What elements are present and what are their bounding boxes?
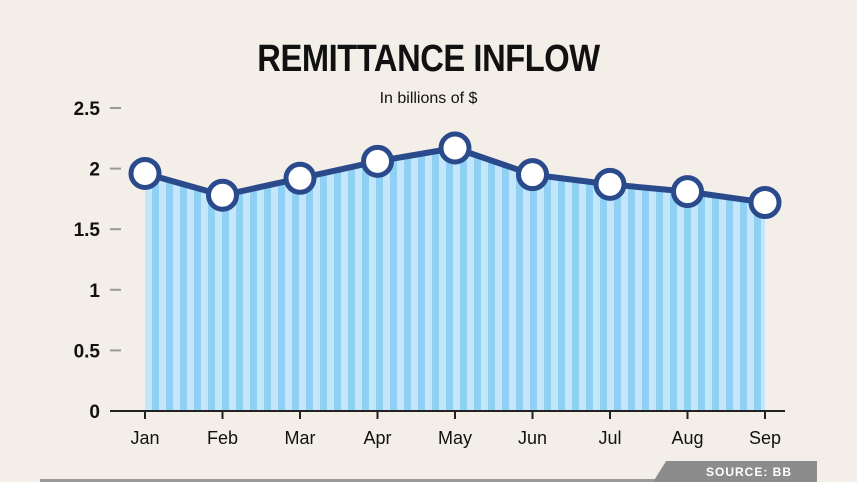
y-tick-label: 1 — [89, 281, 100, 302]
x-tick-label: Apr — [363, 428, 391, 448]
x-tick-label: Feb — [207, 428, 238, 448]
x-tick-label: Jul — [598, 428, 621, 448]
data-point-apr — [361, 144, 394, 178]
data-point-jun — [516, 158, 549, 192]
data-point-jul — [593, 167, 627, 201]
y-tick-label: 2 — [89, 160, 100, 181]
x-tick-label: Jun — [518, 428, 547, 448]
data-point-jan — [128, 156, 162, 190]
x-tick-label: Mar — [285, 428, 316, 448]
data-point-aug — [671, 175, 704, 209]
marker-layer — [128, 131, 782, 220]
data-point-feb — [206, 178, 239, 212]
x-tick-label: Sep — [749, 428, 781, 448]
source-label: SOURCE: BB — [653, 461, 817, 482]
y-tick-label: 0 — [89, 402, 100, 423]
x-tick-label: Aug — [671, 428, 703, 448]
y-tick-label: 1.5 — [74, 220, 101, 241]
chart-subtitle: In billions of $ — [379, 90, 478, 107]
data-point-may — [438, 131, 472, 165]
y-tick-label: 2.5 — [74, 99, 101, 120]
area-fill — [145, 147, 765, 411]
area-layer — [145, 147, 765, 411]
bottom-rule — [40, 479, 817, 482]
x-tick-label: Jan — [130, 428, 159, 448]
data-point-mar — [283, 161, 317, 195]
y-tick-label: 0.5 — [74, 341, 101, 362]
data-point-sep — [748, 186, 782, 220]
chart-title: REMITTANCE INFLOW — [257, 38, 600, 80]
x-tick-label: May — [438, 428, 472, 448]
axis-layer: 0 0.5 1 1.5 2 2.5 Jan Feb Mar Apr May Jun Jul Aug Sep — [74, 99, 785, 448]
